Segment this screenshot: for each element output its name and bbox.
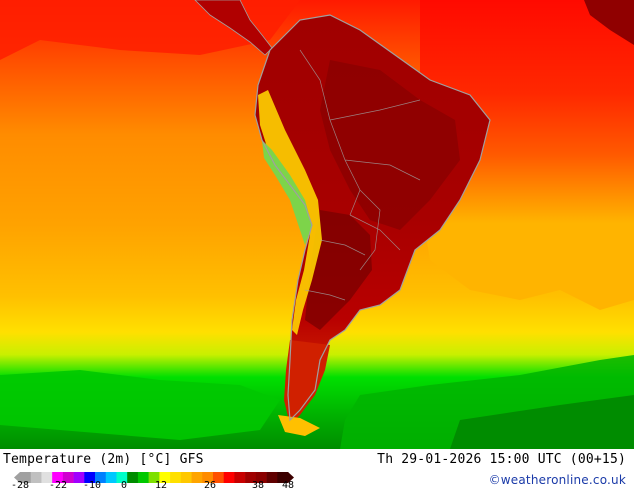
colorbar-tick-label: -28 (10, 480, 30, 491)
colorbar-swatch (62, 472, 74, 483)
colorbar-swatch (30, 472, 42, 483)
colorbar-swatch (202, 472, 214, 483)
colorbar-swatch (159, 472, 171, 483)
colorbar-swatch (127, 472, 139, 483)
central-america (195, 0, 272, 55)
colorbar-tick-label: -10 (82, 480, 102, 491)
temperature-map (0, 0, 634, 449)
colorbar-tick-label: 26 (203, 480, 217, 491)
temperature-colorbar (14, 472, 294, 483)
colorbar-swatch (137, 472, 149, 483)
colorbar-swatch (266, 472, 278, 483)
patagonia (284, 340, 330, 425)
atlantic-warm-band (420, 0, 634, 310)
coastline (254, 14, 491, 422)
colorbar-swatch (212, 472, 224, 483)
colorbar-swatch (255, 472, 267, 483)
run-timestamp: Th 29-01-2026 15:00 UTC (00+15) (377, 452, 626, 467)
colorbar-swatch (116, 472, 128, 483)
colorbar-swatch (73, 472, 85, 483)
colorbar-swatch (191, 472, 203, 483)
colorbar-tick-label: 38 (251, 480, 265, 491)
colorbar-swatch (277, 472, 289, 483)
colorbar-swatch (148, 472, 160, 483)
colorbar-swatch (95, 472, 107, 483)
central-america-coast (194, 0, 273, 56)
southern-ocean-green (0, 370, 280, 440)
colorbar-swatch (223, 472, 235, 483)
colorbar-tick-label: 0 (120, 480, 128, 491)
colorbar-arrow-right (288, 472, 294, 483)
colorbar-swatch (245, 472, 257, 483)
africa-corner (584, 0, 634, 45)
colorbar-tick-label: -22 (48, 480, 68, 491)
andes-green-strip (262, 140, 312, 245)
colorbar-swatch (20, 472, 32, 483)
colorbar-swatch (234, 472, 246, 483)
colorbar-tick-label: 48 (281, 480, 295, 491)
map-footer: Temperature (2m) [°C] GFS Th 29-01-2026 … (0, 449, 634, 491)
map-title: Temperature (2m) [°C] GFS (3, 452, 204, 467)
colorbar-tick-label: 12 (154, 480, 168, 491)
andes-cool-strip (258, 90, 322, 335)
colorbar-swatch (52, 472, 64, 483)
colorbar-swatch (41, 472, 53, 483)
credit-link[interactable]: ©weatheronline.co.uk (488, 473, 626, 487)
tierra-del-fuego (278, 415, 320, 436)
colorbar-swatch (84, 472, 96, 483)
southern-ocean-dark-east (450, 395, 634, 449)
country-borders (299, 49, 421, 301)
colorbar-swatch (170, 472, 182, 483)
colorbar-swatch (180, 472, 192, 483)
colorbar-swatch (105, 472, 117, 483)
colorbar-arrow-left (14, 472, 20, 483)
amazon-hot-core (320, 60, 460, 230)
